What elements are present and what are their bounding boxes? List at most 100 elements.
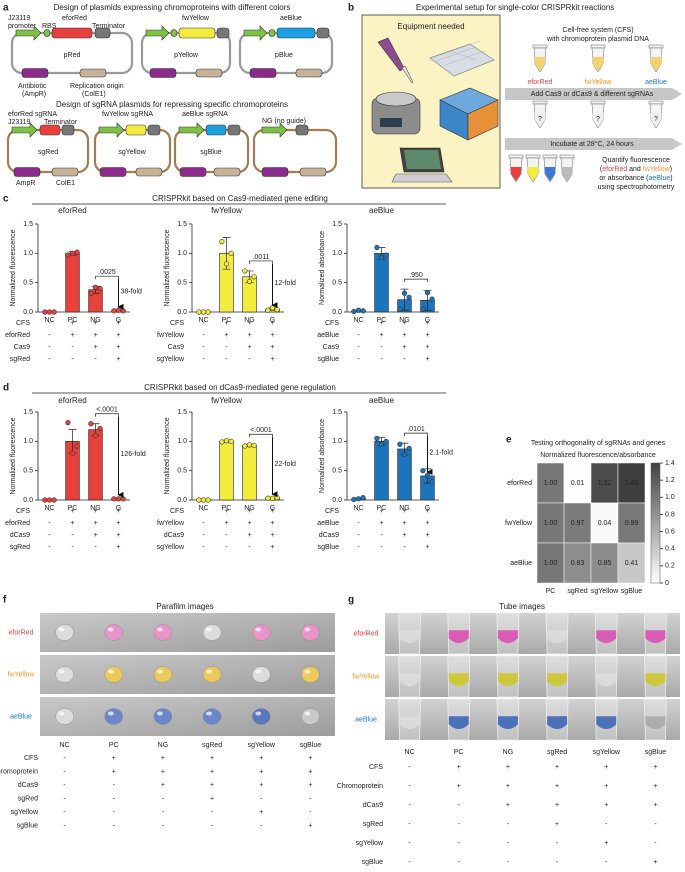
condition-value: -	[408, 840, 411, 847]
data-point	[429, 296, 435, 302]
label: Add Cas9 or dCas9 & different sgRNAs	[531, 91, 654, 98]
condition-value: -	[162, 795, 165, 802]
tube-cap	[648, 44, 664, 49]
condition-label: sgRed	[10, 356, 30, 363]
colorbar-tick-label: 0.6	[665, 528, 675, 535]
condition-value: +	[247, 344, 251, 351]
antibiotic-marker	[249, 68, 277, 78]
panel-label: c	[3, 194, 9, 205]
y-tick-label: 1.5	[23, 409, 33, 416]
data-point	[378, 254, 385, 261]
condition-value: +	[604, 764, 608, 771]
data-point	[200, 497, 207, 503]
data-point	[88, 421, 94, 427]
y-tick-label: 1.5	[332, 409, 342, 416]
column-label: PC	[454, 749, 464, 756]
droplet	[104, 666, 123, 683]
condition-value: +	[425, 532, 429, 539]
cell-label: 1.00	[544, 520, 558, 527]
condition-value: -	[248, 356, 251, 363]
x-tick-label: NC	[198, 317, 208, 324]
data-point	[355, 496, 362, 502]
x-tick-label: NC	[198, 505, 208, 512]
y-tick-label: 0.5	[177, 280, 187, 287]
condition-value: +	[555, 821, 559, 828]
condition-value: +	[224, 520, 228, 527]
y-axis-label: Normalized fluorescence	[164, 417, 171, 494]
condition-value: +	[259, 809, 263, 816]
data-point	[265, 307, 271, 313]
condition-label: Cas9	[168, 344, 184, 351]
column-label: sgYellow	[593, 749, 621, 756]
droplet-highlight	[255, 627, 262, 632]
data-point	[42, 497, 48, 503]
condition-value: +	[604, 840, 608, 847]
heatmap-cell	[590, 502, 619, 544]
condition-value: -	[63, 809, 66, 816]
label: eforRed sgRNA	[8, 111, 57, 118]
data-point	[397, 306, 403, 312]
cell-label: 0.83	[571, 560, 585, 567]
column-label: NG	[158, 742, 169, 749]
bar	[219, 441, 234, 501]
tube-liquid	[544, 167, 556, 181]
x-tick-label: PC	[222, 505, 232, 512]
data-point	[228, 250, 234, 256]
column-label: NC	[60, 742, 70, 749]
tube-liquid	[399, 630, 420, 644]
condition-value: +	[308, 782, 312, 789]
photo	[385, 699, 680, 740]
tube-cap	[590, 44, 606, 49]
panel-label: a	[3, 3, 9, 14]
step-arrow	[505, 138, 682, 150]
condition-label: Cas9	[14, 344, 30, 351]
condition-value: +	[210, 782, 214, 789]
condition-value: -	[202, 332, 205, 339]
tube-cap	[508, 154, 524, 159]
cell-label: 1.00	[544, 480, 558, 487]
y-tick-label: 0.5	[177, 468, 187, 475]
data-point	[228, 438, 234, 444]
replication-origin	[213, 167, 241, 177]
condition-value: +	[604, 783, 608, 790]
label: )	[670, 175, 672, 182]
tube-liquid	[534, 113, 546, 127]
condition-value: -	[63, 795, 66, 802]
condition-value: +	[70, 332, 74, 339]
fold-label: 12-fold	[275, 280, 297, 287]
label: NG (no guide)	[262, 118, 306, 125]
fold-label: 2.1-fold	[430, 449, 453, 456]
data-point	[196, 309, 202, 315]
condition-value: +	[425, 332, 429, 339]
condition-value: -	[403, 544, 406, 551]
series-label: fwYellow	[211, 396, 242, 405]
tube-cap	[559, 154, 575, 159]
droplet	[301, 624, 320, 641]
data-point	[42, 309, 48, 315]
condition-value: +	[116, 332, 120, 339]
condition-value: -	[260, 795, 263, 802]
condition-value: +	[70, 320, 74, 327]
antibiotic-marker	[179, 167, 207, 177]
condition-value: -	[94, 356, 97, 363]
terminator	[295, 124, 309, 136]
condition-value: +	[116, 508, 120, 515]
y-tick-label: 1.0	[177, 438, 187, 445]
heatmap-cell	[590, 542, 619, 584]
series-label: aeBlue	[369, 206, 394, 215]
panel-label: f	[3, 595, 7, 606]
condition-value: +	[93, 520, 97, 527]
panel-title: CRISPRkit based on Cas9-mediated gene ed…	[152, 194, 328, 203]
condition-value: -	[260, 822, 263, 829]
droplet	[55, 666, 74, 683]
droplet-highlight	[304, 711, 311, 716]
panel-label: e	[506, 435, 512, 446]
antibiotic-marker	[149, 68, 177, 78]
bar	[65, 253, 80, 313]
y-tick-label: 0.5	[23, 468, 33, 475]
droplet	[252, 666, 271, 683]
condition-value: +	[70, 508, 74, 515]
condition-label: sgRed	[363, 821, 383, 828]
cell-label: 1.00	[544, 560, 558, 567]
